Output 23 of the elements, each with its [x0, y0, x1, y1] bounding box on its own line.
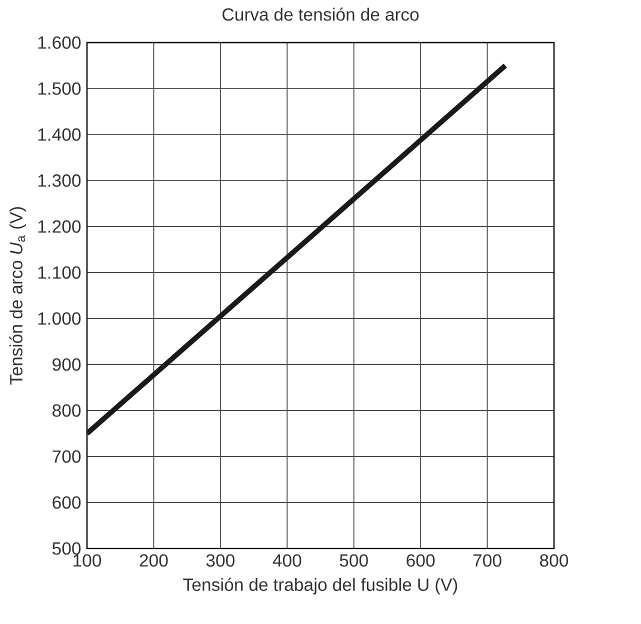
chart-title: Curva de tensión de arco	[222, 8, 419, 21]
y-tick-label: 1.500	[38, 82, 81, 95]
y-tick-label: 1.200	[38, 220, 81, 233]
x-tick-label: 100	[74, 554, 102, 567]
x-tick-label: 700	[473, 554, 502, 567]
y-tick-label: 1.400	[38, 128, 81, 141]
y-tick-label: 600	[52, 496, 81, 509]
x-tick-label: 300	[206, 554, 234, 567]
y-tick-label: 900	[52, 358, 81, 371]
y-tick-label: 1.100	[38, 266, 81, 279]
y-tick-label: 800	[52, 404, 81, 417]
x-tick-label: 600	[406, 554, 435, 567]
x-tick-label: 500	[340, 554, 368, 567]
x-tick-label: 200	[140, 554, 168, 567]
y-tick-label: 500	[52, 542, 81, 555]
y-tick-label: 700	[52, 450, 81, 463]
y-tick-label: 1.300	[38, 174, 81, 187]
x-axis-title: Tensión de trabajo del fusible U (V)	[183, 578, 458, 594]
x-tick-label: 400	[272, 554, 302, 567]
y-tick-label: 1.600	[38, 36, 81, 49]
x-tick-label: 800	[540, 554, 568, 567]
y-tick-label: 1.000	[38, 312, 81, 325]
y-axis-title: Tensión de arco U$_{a}$ (V)	[9, 207, 26, 385]
